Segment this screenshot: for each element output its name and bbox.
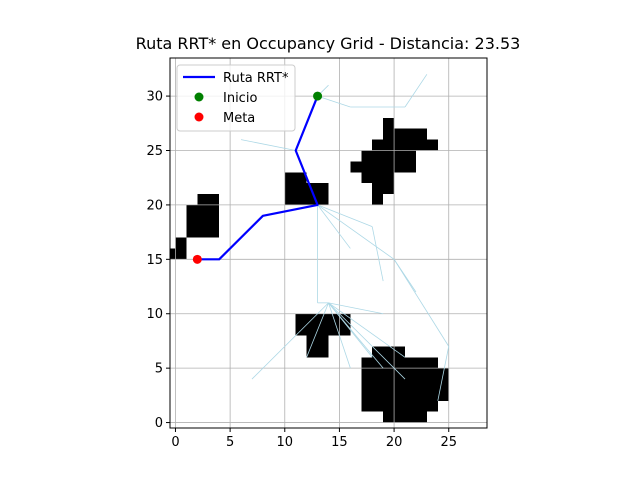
- tree-edge: [404, 74, 428, 108]
- plot-content: [170, 58, 487, 428]
- y-tick-label: 15: [146, 253, 163, 268]
- obstacle-cell: [415, 357, 427, 423]
- y-tick-label: 0: [155, 416, 163, 431]
- rrt-path-line: [197, 95, 319, 261]
- tree-edge: [328, 302, 406, 380]
- obstacle-cell: [383, 128, 395, 140]
- obstacle-cell: [306, 313, 329, 358]
- chart-title: Ruta RRT* en Occupancy Grid - Distancia:…: [136, 34, 521, 53]
- x-tick-label: 15: [331, 435, 348, 450]
- tree-edge: [317, 204, 351, 249]
- tree-edge: [328, 302, 373, 358]
- obstacle-cell: [437, 368, 449, 401]
- legend-label: Meta: [223, 111, 255, 126]
- x-tick-label: 5: [226, 435, 234, 450]
- legend: Ruta RRT* Inicio Meta: [176, 64, 296, 132]
- y-tick-label: 10: [146, 307, 163, 322]
- tree-edge: [328, 302, 384, 315]
- tree-edge: [317, 204, 373, 228]
- tree-edge: [317, 204, 395, 260]
- obstacle-cell: [170, 248, 176, 260]
- tree-edge: [328, 302, 351, 369]
- x-tick-label: 25: [440, 435, 457, 450]
- legend-label: Inicio: [223, 91, 257, 106]
- y-tick-label: 25: [146, 144, 163, 159]
- obstacle-cell: [405, 357, 416, 423]
- tree-edge: [251, 302, 329, 380]
- obstacle-cell: [383, 117, 395, 195]
- obstacle-cell: [415, 139, 438, 151]
- obstacle-cell: [350, 161, 362, 173]
- obstacle-cell: [175, 237, 187, 260]
- x-tick-label: 0: [171, 435, 179, 450]
- tree-edge: [306, 302, 329, 358]
- tree-edge: [317, 95, 351, 108]
- obstacle-cell: [361, 357, 373, 412]
- goal-point: [192, 254, 202, 264]
- y-tick-label: 20: [146, 198, 163, 213]
- obstacle-cell: [372, 346, 384, 412]
- tree-edge: [328, 302, 406, 358]
- x-tick-label: 10: [277, 435, 294, 450]
- y-tick-label: 30: [146, 90, 163, 105]
- x-tick-label: 20: [386, 435, 403, 450]
- tree-edge: [393, 259, 450, 347]
- plot-area: [169, 57, 488, 429]
- axes-frame: [169, 57, 488, 429]
- legend-point-swatch: [194, 92, 204, 102]
- obstacle-cell: [372, 139, 384, 205]
- tree-edge: [437, 346, 450, 401]
- tree-edge: [240, 139, 296, 151]
- obstacle-cell: [197, 194, 220, 238]
- obstacle-cell: [383, 346, 395, 423]
- tree-edge: [371, 226, 384, 282]
- obstacle-cell: [361, 150, 373, 184]
- legend-box: [176, 64, 296, 132]
- obstacle-cell: [284, 172, 307, 205]
- obstacle-cell: [426, 357, 438, 412]
- obstacle-cell: [295, 313, 307, 336]
- axis-ticks: 0 5 10 15 20 25 0 5 10 15 20 25 30: [146, 90, 457, 450]
- obstacle-cell: [186, 204, 198, 238]
- legend-point-swatch: [194, 112, 204, 122]
- start-point: [313, 91, 323, 101]
- obstacle-cell: [394, 346, 406, 423]
- y-tick-label: 5: [155, 362, 163, 377]
- legend-label: Ruta RRT*: [223, 71, 289, 86]
